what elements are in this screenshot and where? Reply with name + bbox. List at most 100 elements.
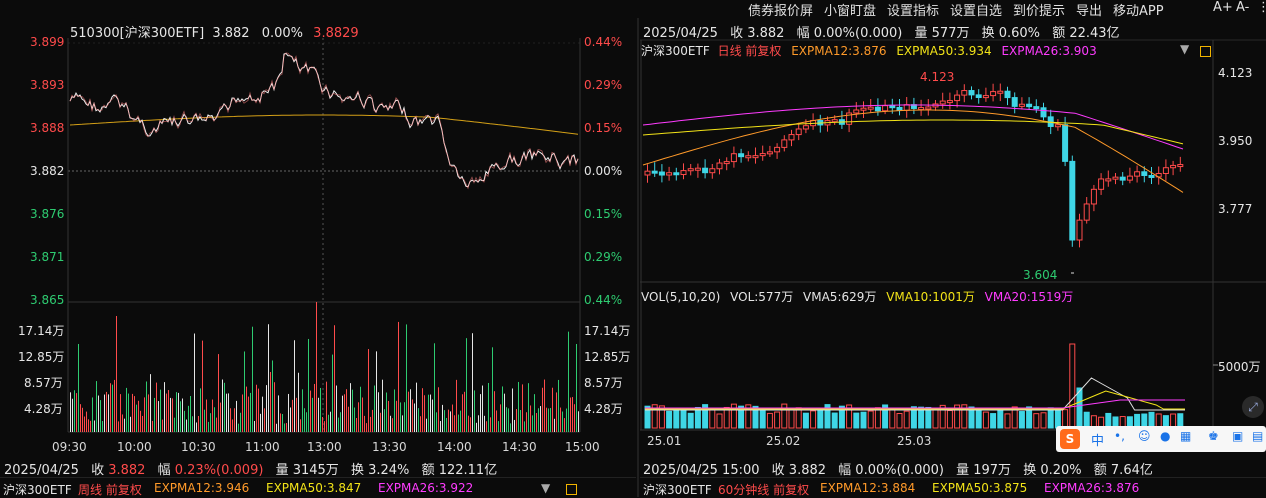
volume-bar bbox=[494, 391, 495, 432]
candle bbox=[1018, 103, 1025, 107]
candle bbox=[716, 162, 723, 170]
volume-bar bbox=[566, 408, 567, 432]
punctuation-icon[interactable]: •, bbox=[1114, 429, 1125, 443]
volume-bar bbox=[356, 417, 357, 432]
volume-bar bbox=[230, 408, 231, 432]
lock-icon[interactable] bbox=[566, 484, 577, 495]
volume-bar bbox=[474, 390, 475, 432]
volume-bar bbox=[206, 399, 207, 432]
volume-bar bbox=[362, 397, 363, 432]
volume-bar bbox=[124, 418, 125, 432]
font-size-down-icon[interactable]: A- bbox=[1236, 0, 1250, 15]
daily-collapse-triangle-icon[interactable]: ▼ bbox=[1180, 42, 1190, 56]
vma20-line bbox=[645, 399, 1185, 409]
volume-bar bbox=[968, 406, 975, 429]
volume-bar bbox=[166, 393, 167, 432]
volume-bar bbox=[164, 382, 165, 432]
volume-bar bbox=[144, 397, 145, 432]
daily-volume-bars bbox=[644, 343, 1184, 429]
volume-bar bbox=[651, 404, 658, 429]
candle bbox=[1040, 107, 1047, 118]
volume-bar bbox=[774, 411, 781, 429]
menu-mobile-app[interactable]: 移动APP bbox=[1113, 4, 1164, 19]
candle bbox=[774, 146, 781, 153]
daily-lock-icon[interactable] bbox=[1200, 46, 1211, 57]
candle bbox=[1134, 171, 1141, 177]
candle bbox=[1148, 174, 1155, 178]
daily-price-tick: 3.777 bbox=[1218, 202, 1253, 216]
daily-high-label: 4.123 bbox=[920, 70, 955, 84]
candle bbox=[1162, 167, 1169, 174]
font-size-up-icon[interactable]: A+ bbox=[1213, 0, 1233, 15]
volume-bar bbox=[817, 409, 824, 429]
candle bbox=[759, 153, 766, 157]
gift-icon[interactable]: ▤ bbox=[1252, 429, 1264, 443]
volume-bar bbox=[116, 315, 117, 432]
volume-bar bbox=[174, 417, 175, 432]
menu-bond-quote[interactable]: 债券报价屏 bbox=[748, 4, 814, 19]
daily-turn: 换 0.60% bbox=[981, 26, 1041, 41]
volume-bar bbox=[308, 338, 309, 432]
volume-tick: 4.28万 bbox=[24, 402, 63, 416]
daily-vol: 量 577万 bbox=[914, 26, 970, 41]
candle bbox=[889, 105, 896, 109]
menu-set-watchlist[interactable]: 设置自选 bbox=[950, 4, 1003, 19]
volume-bar bbox=[658, 405, 665, 429]
candle bbox=[658, 171, 665, 176]
volume-bar bbox=[288, 393, 289, 432]
volume-bar bbox=[918, 406, 925, 429]
menu-set-indicator[interactable]: 设置指标 bbox=[887, 4, 940, 19]
volume-bar bbox=[70, 392, 71, 432]
expand-icon[interactable]: ⤢ bbox=[1242, 396, 1264, 418]
menu-price-alert[interactable]: 到价提示 bbox=[1013, 4, 1066, 19]
candle bbox=[730, 153, 737, 163]
volume-bar bbox=[192, 416, 193, 432]
clothing-icon[interactable]: ♚ bbox=[1208, 429, 1219, 443]
keyboard-icon[interactable]: ▦ bbox=[1180, 429, 1192, 443]
candle bbox=[1076, 219, 1083, 241]
candle bbox=[896, 106, 903, 111]
volume-bar bbox=[212, 399, 213, 432]
volume-bar bbox=[526, 412, 527, 432]
more-menu-icon[interactable]: ⋮ bbox=[1257, 0, 1266, 15]
sogou-logo-icon[interactable]: S bbox=[1060, 429, 1080, 449]
ime-lang-toggle[interactable]: 中 bbox=[1091, 434, 1105, 449]
volume-bar bbox=[472, 333, 473, 432]
toolbox-icon[interactable]: ▣ bbox=[1232, 429, 1244, 443]
candle bbox=[666, 172, 673, 176]
volume-bar bbox=[128, 393, 129, 432]
volume-bar bbox=[428, 394, 429, 432]
candle bbox=[1033, 106, 1040, 110]
volume-bar bbox=[176, 392, 177, 432]
volume-bar bbox=[194, 333, 195, 432]
daily-ema12-line bbox=[642, 109, 1184, 193]
volume-bar bbox=[96, 381, 97, 432]
volume-bar bbox=[274, 382, 275, 432]
volume-bar bbox=[1026, 406, 1033, 429]
date-tick: 25.01 bbox=[647, 434, 682, 448]
menu-export[interactable]: 导出 bbox=[1076, 4, 1103, 19]
daily-candles bbox=[644, 83, 1184, 248]
collapse-triangle-icon[interactable]: ▼ bbox=[541, 481, 551, 495]
footer-close-label: 收 bbox=[91, 463, 105, 478]
volume-bar bbox=[340, 412, 341, 432]
volume-bar bbox=[766, 412, 773, 429]
weekly-period[interactable]: 周线 前复权 bbox=[78, 483, 142, 497]
volume-bar bbox=[330, 411, 331, 432]
volume-bar bbox=[522, 384, 523, 432]
volume-bar bbox=[396, 400, 397, 432]
volume-bar bbox=[130, 416, 131, 432]
price-tick: 3.876 bbox=[30, 207, 65, 221]
volume-bar bbox=[112, 384, 113, 432]
emoji-icon[interactable]: ☺ bbox=[1138, 429, 1151, 443]
volume-bar bbox=[254, 420, 255, 432]
hourly-period[interactable]: 60分钟线 前复权 bbox=[718, 483, 810, 497]
volume-bar bbox=[220, 402, 221, 432]
volume-bar bbox=[348, 406, 349, 432]
volume-bar bbox=[228, 393, 229, 432]
daily-period[interactable]: 日线 前复权 bbox=[717, 44, 782, 58]
microphone-icon[interactable]: ● bbox=[1160, 429, 1171, 443]
daily-ema50-line bbox=[642, 119, 1184, 145]
menu-mini-window[interactable]: 小窗盯盘 bbox=[824, 4, 877, 19]
volume-bar bbox=[310, 390, 311, 432]
